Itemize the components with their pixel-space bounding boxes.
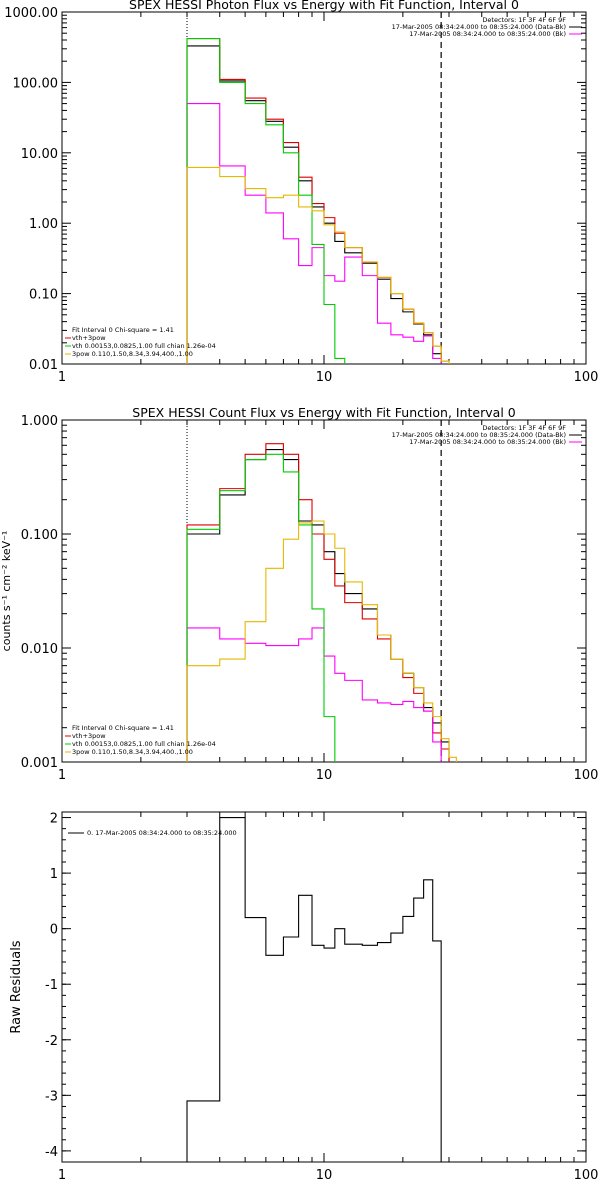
series-data-minus-bk bbox=[186, 449, 450, 762]
x-tick-label: 100 bbox=[574, 1168, 599, 1183]
x-tick-label: 100 bbox=[574, 370, 599, 385]
series-background bbox=[186, 627, 442, 762]
series-fit-vth-3pow bbox=[186, 443, 450, 762]
y-tick-label: -2 bbox=[45, 1034, 58, 1049]
x-tick-label: 1 bbox=[58, 1168, 66, 1183]
legend-top-entry: 17-Mar-2005 08:34:24.000 to 08:35:24.000… bbox=[409, 30, 566, 38]
y-tick-label: 1000.00 bbox=[4, 6, 58, 21]
y-tick-label: 0.01 bbox=[29, 358, 58, 373]
chart-photon: SPEX HESSI Photon Flux vs Energy with Fi… bbox=[4, 0, 598, 385]
series-vth-component bbox=[186, 37, 346, 364]
x-tick-label: 100 bbox=[574, 768, 599, 783]
x-tick-label: 10 bbox=[316, 768, 333, 783]
y-tick-label: 0.10 bbox=[29, 288, 58, 303]
legend-top-entry: 17-Mar-2005 08:34:24.000 to 08:35:24.000… bbox=[392, 431, 566, 439]
legend-bottom-entry: 3pow 0.110,1.50,8.34,3.94,400.,1.00 bbox=[72, 748, 193, 756]
y-tick-label: 0.100 bbox=[21, 528, 58, 543]
x-tick-label: 10 bbox=[316, 1168, 333, 1183]
legend-top-entry: Detectors: 1F 3F 4F 6F 9F bbox=[482, 16, 566, 24]
legend-bottom-entry: vth+3pow bbox=[72, 334, 106, 342]
axes-frame bbox=[61, 11, 587, 365]
legend-top-entry: 17-Mar-2005 08:34:24.000 to 08:35:24.000… bbox=[392, 23, 566, 31]
series-fit-vth-3pow bbox=[186, 37, 450, 364]
series-layer bbox=[186, 817, 442, 1162]
y-tick-label: -3 bbox=[45, 1089, 58, 1104]
y-tick-label: 10.00 bbox=[21, 147, 58, 162]
x-tick-label: 10 bbox=[316, 370, 333, 385]
chart-title: SPEX HESSI Photon Flux vs Energy with Fi… bbox=[129, 0, 519, 12]
legend-bottom-entry: 3pow 0.110,1.50,8.34,3.94,400.,1.00 bbox=[72, 350, 193, 358]
series-layer bbox=[186, 37, 450, 364]
legend-bottom-entry: Fit Interval 0 Chi-square = 1.41 bbox=[72, 724, 174, 732]
y-tick-label: 1.000 bbox=[21, 414, 58, 429]
legend-top-entry: Detectors: 1F 3F 4F 6F 9F bbox=[482, 424, 566, 432]
legend-entry: 0. 17-Mar-2005 08:34:24.000 to 08:35:24.… bbox=[87, 829, 237, 837]
series-residual bbox=[186, 817, 442, 1162]
series-pow-component bbox=[186, 166, 450, 364]
legend-bottom-entry: Fit Interval 0 Chi-square = 1.41 bbox=[72, 326, 174, 334]
series-background bbox=[186, 103, 442, 364]
x-tick-label: 1 bbox=[58, 370, 66, 385]
y-tick-label: 1 bbox=[50, 867, 58, 882]
y-tick-label: 0.001 bbox=[21, 756, 58, 771]
series-pow-component bbox=[186, 520, 457, 762]
legend-bottom-entry: vth 0.00153,0.0825,1.00 full chian 1.26e… bbox=[72, 342, 216, 350]
legend-top-entry: 17-Mar-2005 08:34:24.000 to 08:35:24.000… bbox=[409, 438, 566, 446]
y-tick-label: 2 bbox=[50, 812, 58, 827]
legend-bottom-entry: vth+3pow bbox=[72, 732, 106, 740]
y-tick-label: -1 bbox=[45, 978, 58, 993]
y-tick-label: 1.00 bbox=[29, 217, 58, 232]
legend-bottom-entry: vth 0.00153,0.0825,1.00 full chian 1.26e… bbox=[72, 740, 216, 748]
y-axis-label: Raw Residuals bbox=[9, 940, 24, 1033]
y-tick-label: -4 bbox=[45, 1145, 58, 1160]
chart-count: SPEX HESSI Count Flux vs Energy with Fit… bbox=[0, 405, 599, 783]
series-vth-component bbox=[186, 453, 336, 762]
series-layer bbox=[186, 443, 457, 762]
chart-title: SPEX HESSI Count Flux vs Energy with Fit… bbox=[132, 405, 515, 420]
x-tick-label: 1 bbox=[58, 768, 66, 783]
axes-frame bbox=[61, 811, 587, 1163]
y-tick-label: 0.010 bbox=[21, 642, 58, 657]
series-data-minus-bk bbox=[186, 45, 450, 364]
y-axis-label: counts s⁻¹ cm⁻² keV⁻¹ bbox=[0, 531, 13, 652]
y-tick-label: 100.00 bbox=[13, 76, 59, 91]
y-tick-label: 0 bbox=[50, 923, 58, 938]
